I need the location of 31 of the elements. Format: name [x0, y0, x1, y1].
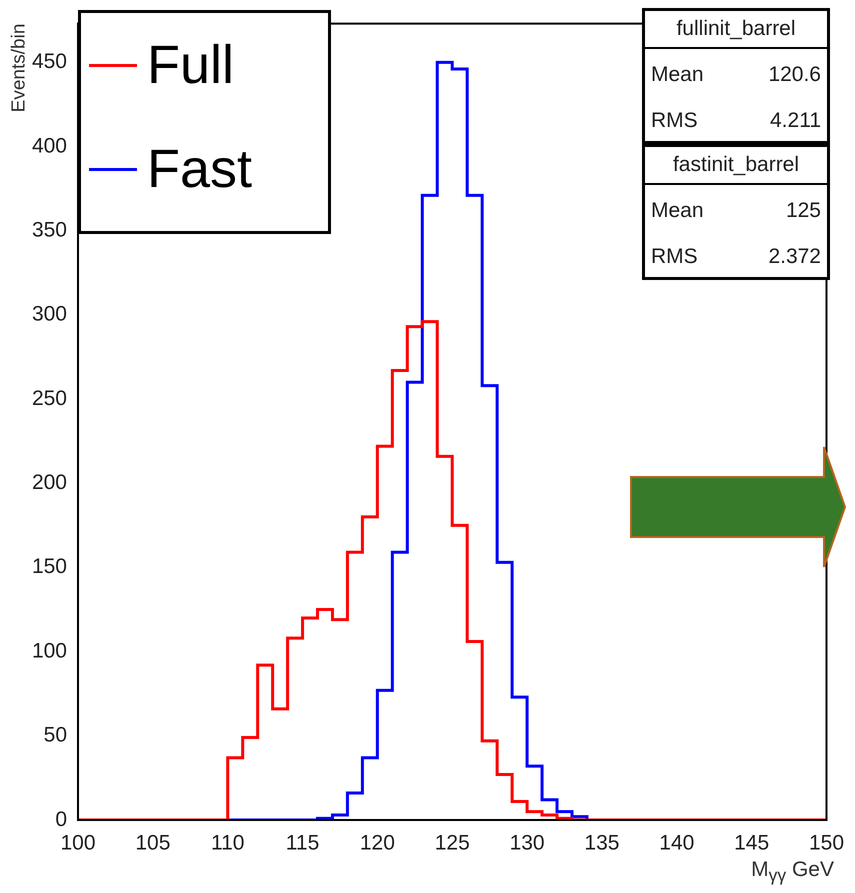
- y-tick-label: 150: [32, 555, 67, 578]
- x-tick-label: 110: [210, 831, 244, 854]
- y-tick-label: 300: [32, 302, 67, 326]
- x-tick-label: 100: [60, 831, 96, 854]
- x-tick-label: 125: [434, 831, 470, 854]
- annotation: fastinit_barrel: [645, 147, 827, 185]
- x-tick-label: 145: [734, 831, 770, 854]
- x-tick-label: 105: [135, 831, 170, 854]
- x-tick-label: 120: [360, 831, 395, 854]
- y-tick-label: 50: [44, 724, 67, 747]
- x-tick-label: 115: [286, 831, 320, 854]
- text: Mean 120.6: [651, 63, 821, 86]
- y-tick-label: 0: [55, 808, 67, 831]
- x-tick-label: 130: [510, 831, 545, 854]
- x-axis-title: M$_{γγ}$ GeV: [751, 858, 834, 886]
- text: Mean 125: [651, 199, 821, 222]
- annotation: fullinit_barrel: [645, 11, 827, 49]
- x-tick-label: 135: [584, 831, 620, 854]
- legend-label: Full: [147, 34, 234, 96]
- x-tick-label: 140: [659, 831, 694, 854]
- y-tick-label: 100: [32, 639, 67, 662]
- y-axis-title: Events/bin: [8, 24, 30, 112]
- x-tick-label: 150: [808, 831, 844, 854]
- y-tick-label: 200: [32, 471, 67, 494]
- legend-label: Fast: [147, 138, 252, 200]
- text: RMS 2.372: [651, 245, 821, 268]
- text: RMS 4.211: [651, 109, 821, 132]
- y-tick-label: 400: [32, 134, 67, 158]
- y-tick-label: 350: [32, 218, 67, 242]
- y-tick-label: 250: [32, 386, 67, 410]
- y-tick-label: 450: [32, 50, 67, 74]
